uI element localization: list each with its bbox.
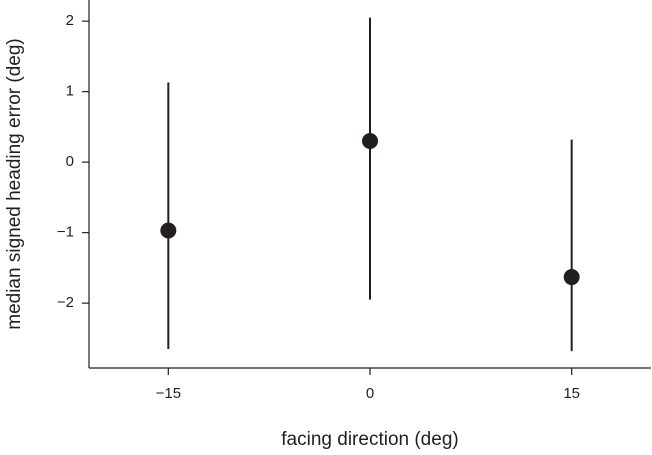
point	[362, 132, 378, 149]
x-tick-label: 15	[563, 385, 580, 402]
point	[160, 222, 177, 239]
y-tick-label: 2	[66, 12, 74, 29]
y-tick-label: 1	[66, 83, 74, 100]
y-tick-label: 0	[66, 153, 74, 170]
y-tick-label: −2	[57, 294, 74, 311]
y-tick-label: −1	[57, 224, 74, 241]
y-axis-title: median signed heading error (deg)	[4, 38, 25, 330]
x-tick-label: 0	[366, 385, 374, 402]
x-axis-title: facing direction (deg)	[281, 429, 458, 450]
point	[563, 269, 580, 286]
x-tick-label: −15	[156, 385, 181, 402]
